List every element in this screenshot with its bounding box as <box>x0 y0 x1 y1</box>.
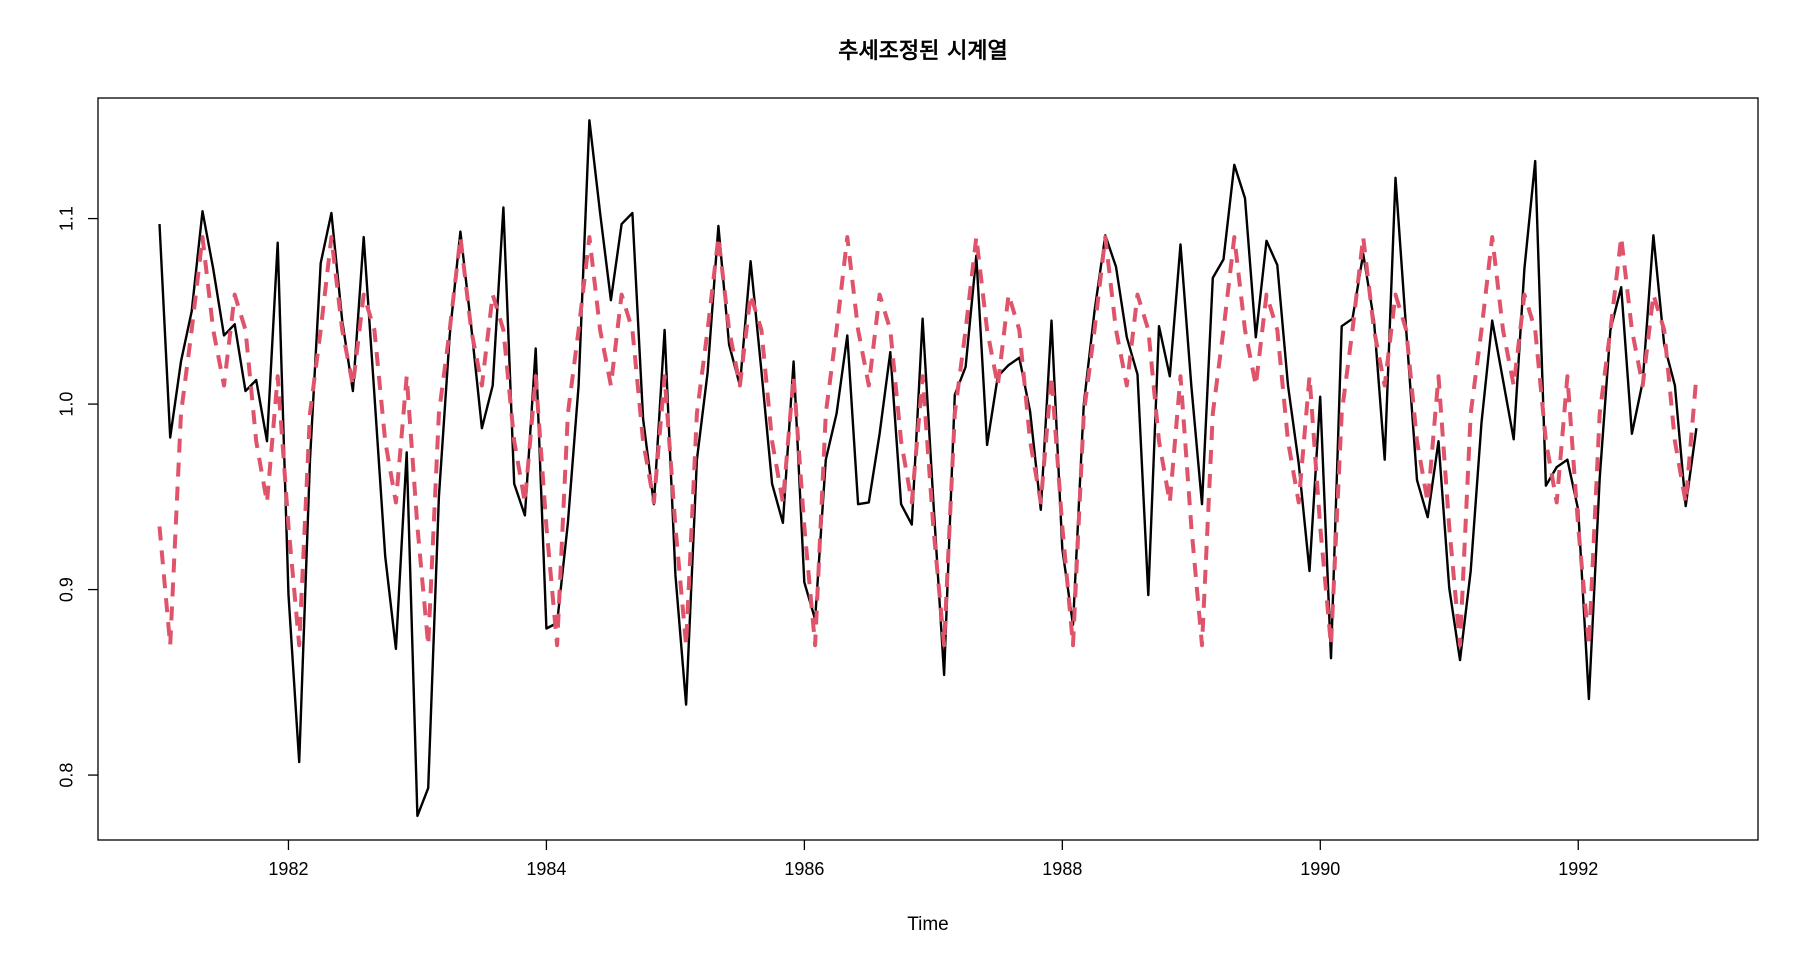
series-line-solid <box>158 119 1698 818</box>
x-tick-label: 1992 <box>1558 859 1598 879</box>
y-tick-label: 1.1 <box>57 206 77 231</box>
series-layer <box>157 119 1699 818</box>
x-tick-label: 1982 <box>268 859 308 879</box>
y-tick-label: 1.0 <box>57 392 77 417</box>
chart-title: 추세조정된 시계열 <box>838 39 1008 64</box>
x-axis: 1982 1984 1986 1988 1990 1992 <box>268 840 1598 879</box>
x-tick-label: 1988 <box>1042 859 1082 879</box>
x-tick-label: 1990 <box>1300 859 1340 879</box>
x-axis-label: Time <box>907 914 949 935</box>
series-line-dashed <box>157 235 1699 648</box>
y-tick-label: 0.8 <box>57 763 77 788</box>
plot-frame <box>97 97 1759 841</box>
y-axis: 0.8 0.9 1.0 1.1 <box>57 206 98 788</box>
x-tick-label: 1986 <box>784 859 824 879</box>
y-tick-label: 0.9 <box>57 577 77 602</box>
x-tick-label: 1984 <box>526 859 566 879</box>
